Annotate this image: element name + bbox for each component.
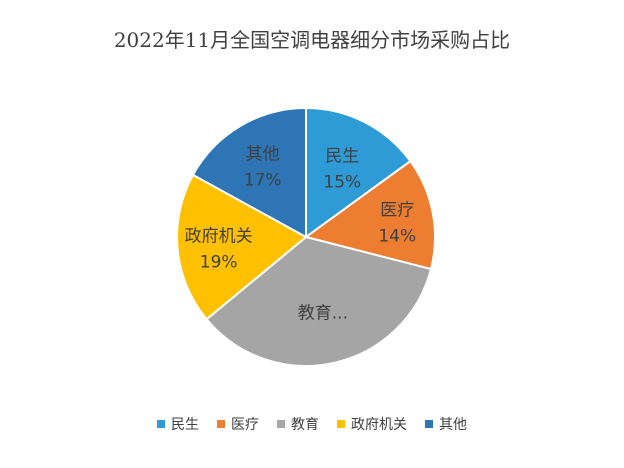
legend-swatch [157, 420, 165, 428]
pie-slices [176, 106, 436, 367]
slice-name-label: 教育... [298, 304, 348, 324]
chart-title: 2022年11月全国空调电器细分市场采购占比 [113, 28, 511, 52]
pie-slice-5 [191, 106, 307, 239]
legend-label: 教育 [291, 417, 319, 433]
legend-swatch [425, 420, 433, 428]
pie-slice-3 [205, 235, 433, 367]
legend-item: 医疗 [217, 414, 259, 434]
slice-name-label: 医疗 [380, 201, 414, 221]
slice-percent-label: 15% [323, 173, 361, 193]
slice-percent-label: 14% [378, 227, 416, 247]
legend-label: 民生 [171, 417, 199, 433]
slice-percent-label: 19% [200, 252, 238, 272]
legend-item: 教育 [277, 414, 319, 434]
legend-swatch [277, 420, 285, 428]
pie-slice-4 [176, 173, 308, 321]
legend-swatch [337, 420, 345, 428]
legend-label: 政府机关 [351, 417, 407, 433]
legend-item: 民生 [157, 414, 199, 434]
legend-label: 医疗 [231, 417, 259, 433]
legend-label: 其他 [439, 417, 467, 433]
slice-name-label: 政府机关 [185, 226, 253, 246]
pie-slice-1 [305, 106, 412, 239]
pie-labels: 民生 15% 医疗 14% 教育... 政府机关 19% 其他 17% [185, 145, 416, 324]
slice-name-label: 民生 [325, 147, 359, 167]
legend-swatch [217, 420, 225, 428]
pie-slice-2 [303, 159, 436, 271]
slice-percent-label: 17% [244, 171, 282, 191]
legend-item: 其他 [425, 414, 467, 434]
chart-legend: 民生 医疗 教育 政府机关 其他 [0, 414, 624, 434]
legend-item: 政府机关 [337, 414, 407, 434]
slice-name-label: 其他 [246, 145, 280, 165]
